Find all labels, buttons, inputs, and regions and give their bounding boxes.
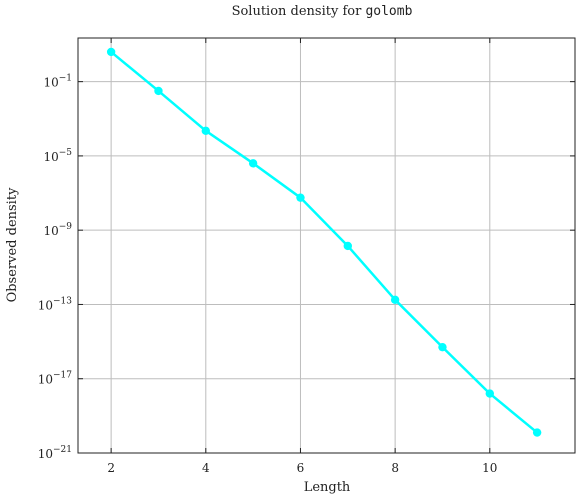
x-tick-label: 4 [202, 461, 210, 475]
data-point [154, 86, 163, 96]
x-axis-label: Length [304, 480, 351, 495]
data-point [296, 193, 305, 202]
series-group [106, 47, 542, 437]
y-tick-label: 10−1 [43, 74, 72, 90]
data-point [343, 241, 352, 251]
y-tick-label: 10−5 [43, 148, 72, 164]
y-tick-label: 10−13 [38, 296, 73, 312]
y-axis-label: Observed density [5, 187, 20, 302]
x-tick-label: 2 [107, 461, 115, 475]
data-point [390, 295, 400, 305]
plot-frame [77, 37, 576, 454]
data-point [485, 389, 494, 398]
y-tick-label: 10−21 [38, 445, 72, 461]
x-tick-label: 6 [297, 461, 305, 475]
chart-title: Solution density for golomb [232, 4, 413, 19]
series-line [110, 50, 538, 434]
x-tick-label: 8 [391, 461, 399, 475]
data-point [438, 342, 447, 352]
grid [78, 38, 575, 454]
data-point [106, 47, 116, 57]
chart-title-prefix: Solution density for [232, 4, 366, 19]
data-point [248, 159, 258, 168]
axis-ticks: 2 4 6 8 10 10−1 10−5 10−9 10−13 10−17 10−21 [38, 38, 575, 475]
data-point [201, 126, 210, 136]
data-point [532, 428, 542, 437]
chart-title-code: golomb [365, 4, 412, 19]
y-tick-label: 10−17 [38, 371, 73, 387]
x-tick-label: 10 [482, 461, 497, 475]
y-tick-label: 10−9 [43, 222, 72, 238]
